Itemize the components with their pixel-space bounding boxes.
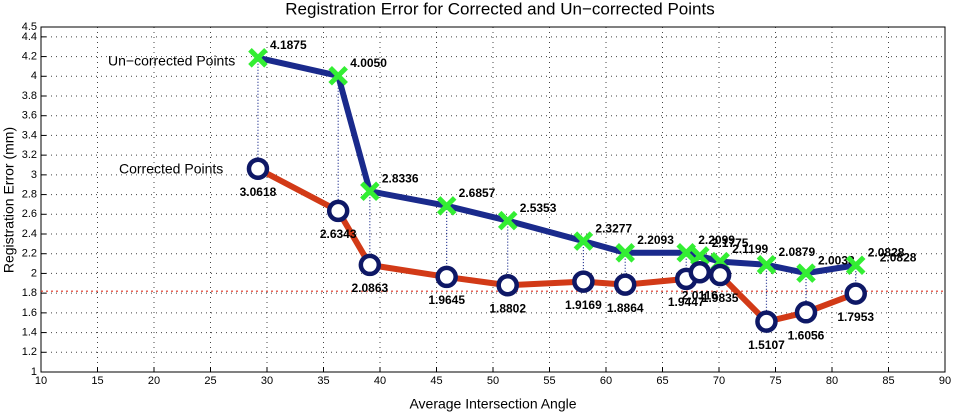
value-label: 1.9835 xyxy=(702,291,739,305)
value-label: 2.8336 xyxy=(382,171,419,185)
marker xyxy=(756,254,777,275)
value-label: 1.6056 xyxy=(788,328,825,342)
value-label: 2.6343 xyxy=(320,227,357,241)
marker xyxy=(246,157,270,181)
marker xyxy=(794,301,818,324)
y-tick-label: 1.8 xyxy=(22,287,37,299)
marker xyxy=(755,310,778,333)
y-tick-label: 3.2 xyxy=(22,149,37,161)
marker xyxy=(435,265,458,289)
x-tick-label: 70 xyxy=(713,375,725,387)
legend-label: Un−corrected Points xyxy=(108,53,235,69)
x-tick-label: 80 xyxy=(826,375,838,387)
marker xyxy=(436,196,457,216)
marker xyxy=(326,199,350,223)
x-tick-label: 25 xyxy=(204,375,216,387)
y-tick-label: 1.2 xyxy=(22,346,37,358)
y-tick-label: 3.4 xyxy=(22,129,37,141)
x-tick-label: 20 xyxy=(148,375,160,387)
value-label: 2.6857 xyxy=(459,186,496,200)
value-label: 2.5353 xyxy=(520,201,557,215)
marker xyxy=(708,263,732,287)
x-tick-label: 10 xyxy=(35,375,47,387)
x-tick-label: 35 xyxy=(317,375,329,387)
marker xyxy=(690,246,710,266)
y-tick-label: 2.4 xyxy=(22,228,37,240)
y-tick-label: 4.5 xyxy=(22,21,37,33)
value-label: 4.1875 xyxy=(270,38,307,52)
x-tick-label: 90 xyxy=(939,375,951,387)
value-label: 1.9169 xyxy=(565,298,602,312)
x-tick-label: 15 xyxy=(91,375,103,387)
x-tick-label: 30 xyxy=(261,375,273,387)
marker xyxy=(844,282,867,305)
x-tick-label: 55 xyxy=(543,375,555,387)
marker xyxy=(358,253,382,277)
y-tick-label: 4 xyxy=(31,70,37,82)
marker xyxy=(572,270,595,293)
marker xyxy=(676,242,696,263)
marker xyxy=(615,243,635,263)
value-label: 1.9447 xyxy=(668,295,705,309)
y-tick-label: 4.2 xyxy=(22,50,37,62)
x-tick-label: 40 xyxy=(374,375,386,387)
marker xyxy=(328,66,348,86)
y-tick-label: 3 xyxy=(31,169,37,181)
marker xyxy=(688,261,712,284)
y-tick-label: 1.6 xyxy=(22,307,37,319)
value-label: 4.0050 xyxy=(350,56,387,70)
value-label: 2.0828 xyxy=(880,250,917,264)
y-tick-label: 1.4 xyxy=(22,326,37,338)
value-label: 2.0828 xyxy=(868,245,905,259)
value-label: 2.0863 xyxy=(351,281,388,295)
x-tick-label: 50 xyxy=(487,375,499,387)
x-axis-label: Average Intersection Angle xyxy=(409,396,576,412)
chart-title: Registration Error for Corrected and Un−… xyxy=(285,0,714,18)
x-tick-label: 45 xyxy=(430,375,442,387)
plot-frame xyxy=(40,26,946,373)
y-tick-label: 2.6 xyxy=(22,208,37,220)
value-label: 3.0618 xyxy=(240,185,277,199)
y-tick-label: 1 xyxy=(31,366,37,378)
marker xyxy=(796,263,816,283)
marker xyxy=(496,273,519,297)
marker xyxy=(613,273,637,296)
marker xyxy=(845,255,866,276)
y-tick-label: 3.6 xyxy=(22,110,37,122)
x-tick-label: 85 xyxy=(882,375,894,387)
value-label: 1.7953 xyxy=(837,310,874,324)
x-tick-label: 75 xyxy=(769,375,781,387)
marker xyxy=(360,181,380,202)
x-tick-label: 65 xyxy=(656,375,668,387)
value-label: 2.2099 xyxy=(698,233,735,247)
value-label: 1.8864 xyxy=(607,301,644,315)
y-tick-label: 2.8 xyxy=(22,188,37,200)
value-label: 2.0116 xyxy=(682,288,718,302)
x-tick-label: 60 xyxy=(600,375,612,387)
value-label: 1.8802 xyxy=(489,301,526,315)
marker xyxy=(497,210,518,231)
value-label: 2.1775 xyxy=(712,236,749,250)
value-label: 2.3277 xyxy=(595,221,632,235)
marker xyxy=(248,48,268,68)
value-label: 2.0879 xyxy=(778,245,815,259)
value-label: 2.0033 xyxy=(818,253,855,267)
y-tick-label: 3.8 xyxy=(22,90,37,102)
y-axis-label: Registration Error (mm) xyxy=(1,127,17,273)
legend-label: Corrected Points xyxy=(119,161,223,177)
marker xyxy=(573,231,594,251)
y-tick-label: 2.2 xyxy=(22,248,37,260)
y-tick-label: 2 xyxy=(31,267,37,279)
value-label: 2.2093 xyxy=(637,233,674,247)
value-label: 1.9645 xyxy=(428,293,465,307)
y-tick-label: 4.4 xyxy=(22,31,37,43)
value-label: 1.5107 xyxy=(748,338,785,352)
value-label: 2.1199 xyxy=(732,242,768,256)
